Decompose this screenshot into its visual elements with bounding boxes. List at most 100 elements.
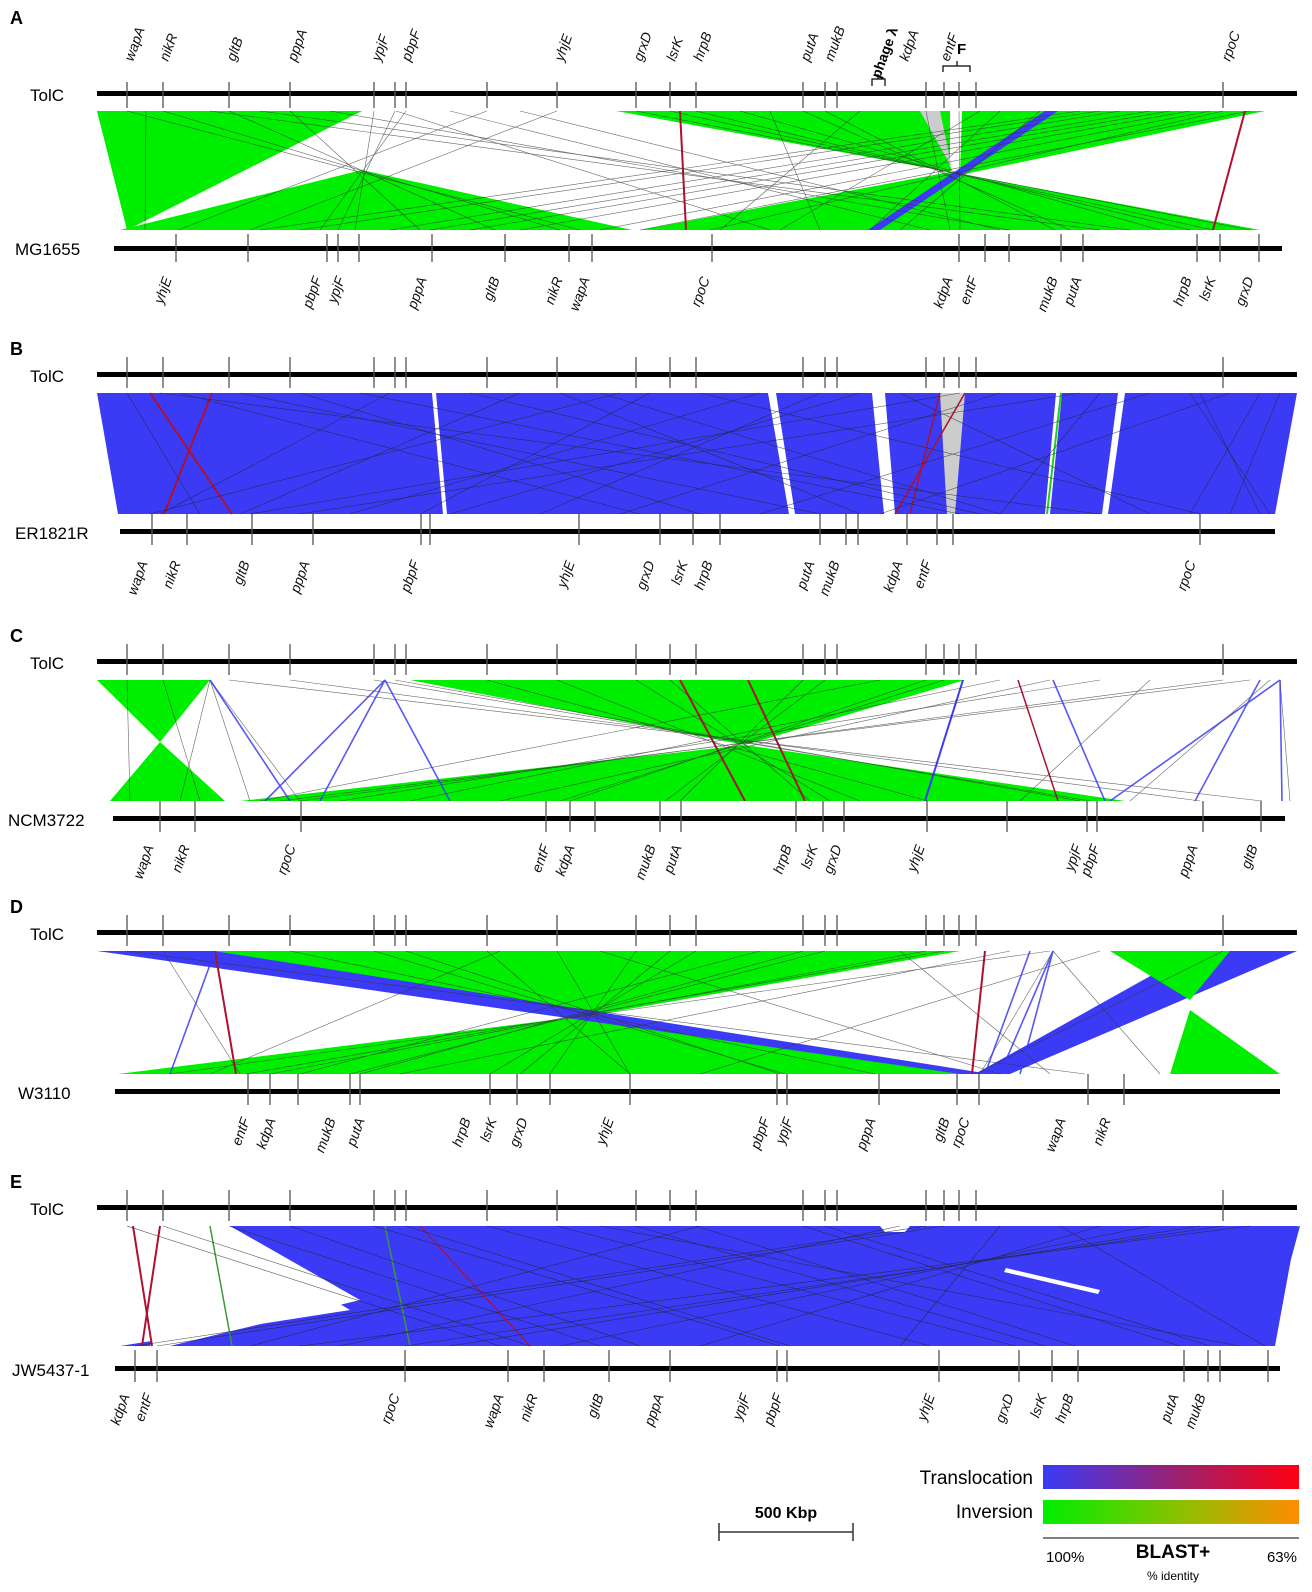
translocation-legend-label: Translocation xyxy=(920,1468,1033,1489)
alignment-connectors xyxy=(126,679,1291,802)
gene-label: pppA xyxy=(1174,843,1201,880)
gene-label: lsrK xyxy=(798,842,822,871)
identity-max-label: 100% xyxy=(1046,1549,1084,1566)
gene-label: mukB xyxy=(632,843,659,882)
identity-min-label: 63% xyxy=(1267,1549,1297,1566)
query-gene-labels: yhjE pbpF ypjF pppA gltB nikR wapA rpoC … xyxy=(150,273,1257,313)
gene-label: pppA xyxy=(283,27,310,64)
gene-label: nikR xyxy=(159,559,184,591)
gene-label: ypjF xyxy=(367,31,392,64)
gene-label: gltB xyxy=(930,1116,953,1144)
query-genome-label: ER1821R xyxy=(15,524,89,543)
gene-label: gltB xyxy=(223,35,246,63)
panel-e: E TolC JW5437-1 kdpA entF rp xyxy=(10,1172,1300,1431)
panel-d: D TolC W3110 entF kdpA mu xyxy=(10,897,1297,1155)
gene-label: kdpA xyxy=(253,1116,279,1151)
gene-label: yhjE xyxy=(550,31,575,64)
gene-label: lsrK xyxy=(668,558,692,587)
reference-gene-labels: wapA nikR gltB pppA ypjF pbpF yhjE grxD … xyxy=(121,24,1244,64)
gene-label: lsrK xyxy=(477,1115,501,1144)
reference-genome-label: TolC xyxy=(30,86,64,105)
gene-label: rpoC xyxy=(687,274,713,309)
panel-letter: B xyxy=(10,339,23,359)
reference-genome-label: TolC xyxy=(30,925,64,944)
legend: Translocation Inversion 100% BLAST+ 63% … xyxy=(920,1465,1299,1583)
panel-b: B TolC ER1821R wapA xyxy=(10,339,1297,598)
query-genome-bar xyxy=(114,246,1282,251)
scale-bar-label: 500 Kbp xyxy=(755,1505,817,1522)
gene-label: ypjF xyxy=(323,273,348,306)
query-genome-bar xyxy=(115,1089,1280,1094)
reference-genome-bar xyxy=(97,1205,1297,1210)
alignment-blocks xyxy=(97,1225,1300,1347)
translocation-connectors xyxy=(169,950,1054,1075)
blast-label: BLAST+ xyxy=(1136,1542,1210,1563)
identity-unit-label: % identity xyxy=(1147,1569,1199,1583)
gene-label: grxD xyxy=(633,559,658,592)
query-gene-labels: wapA nikR gltB pppA pbpF yhjE grxD lsrK … xyxy=(124,557,1199,597)
query-gene-ticks xyxy=(151,514,1201,545)
reference-genome-label: TolC xyxy=(30,367,64,386)
gene-label: gltB xyxy=(584,1392,607,1420)
query-genome-bar xyxy=(120,529,1275,534)
gene-label: entF xyxy=(528,841,553,874)
gene-label: entF xyxy=(131,1390,156,1423)
gene-label: rpoC xyxy=(1218,28,1244,63)
gene-label: wapA xyxy=(480,1392,507,1430)
reference-gene-ticks xyxy=(126,357,1224,388)
gene-label: hrpB xyxy=(770,843,795,876)
reference-genome-bar xyxy=(97,659,1297,664)
gene-label: mukB xyxy=(1034,275,1061,314)
gene-label: pppA xyxy=(640,1392,667,1429)
annotation-brackets xyxy=(871,61,971,86)
query-gene-ticks xyxy=(247,1074,1125,1105)
alignment-blocks xyxy=(97,950,1297,1075)
alignment-blocks xyxy=(97,679,1125,802)
gene-label: yhjE xyxy=(913,1391,938,1424)
gene-label: mukB xyxy=(1182,1392,1209,1431)
query-genome-label: MG1655 xyxy=(15,240,80,259)
query-genome-bar xyxy=(113,816,1285,821)
query-gene-labels: entF kdpA mukB putA hrpB lsrK grxD yhjE … xyxy=(228,1114,1114,1154)
scale-bar: 500 Kbp xyxy=(718,1505,854,1541)
gene-label: mukB xyxy=(821,24,848,63)
inversion-legend-label: Inversion xyxy=(956,1502,1033,1523)
gene-label: wapA xyxy=(124,559,151,597)
query-genome-label: NCM3722 xyxy=(8,811,85,830)
gene-label: lsrK xyxy=(663,34,687,63)
query-gene-labels: wapA nikR rpoC entF kdpA mukB putA hrpB … xyxy=(130,841,1261,881)
f-plasmid-annotation: F xyxy=(957,41,966,58)
alignment-connectors xyxy=(126,110,1251,231)
reference-gene-ticks xyxy=(126,644,1224,675)
gene-label: grxD xyxy=(1232,275,1257,308)
gene-label: putA xyxy=(796,30,821,63)
gene-label: yhjE xyxy=(150,274,175,307)
query-genome-label: W3110 xyxy=(18,1084,71,1103)
panel-letter: E xyxy=(10,1172,22,1192)
query-genome-label: JW5437-1 xyxy=(12,1361,89,1380)
gene-label: gltB xyxy=(480,275,503,303)
gene-label: grxD xyxy=(506,1116,531,1149)
gene-label: pbpF xyxy=(397,557,424,595)
gene-label: ypjF xyxy=(771,1114,796,1147)
phage-annotation: phage λ xyxy=(868,25,901,80)
gene-label: hrpB xyxy=(1052,1392,1077,1425)
reference-genome-bar xyxy=(97,91,1297,96)
gene-label: kdpA xyxy=(107,1392,133,1427)
gene-label: rpoC xyxy=(273,842,299,877)
gene-label: mukB xyxy=(816,559,843,598)
gene-label: hrpB xyxy=(1170,275,1195,308)
alignment-connectors xyxy=(126,1225,1266,1347)
gene-label: lsrK xyxy=(1027,1391,1051,1420)
gene-label: putA xyxy=(1157,1392,1182,1425)
gene-label: hrpB xyxy=(449,1116,474,1149)
gene-label: pbpF xyxy=(397,26,424,64)
gene-label: putA xyxy=(1060,275,1085,308)
gene-label: nikR xyxy=(516,1392,541,1424)
gene-label: hrpB xyxy=(690,30,715,63)
gene-label: wapA xyxy=(130,843,157,881)
gene-label: nikR xyxy=(541,275,566,307)
query-genome-bar xyxy=(115,1366,1280,1371)
reference-gene-ticks xyxy=(126,915,1224,946)
